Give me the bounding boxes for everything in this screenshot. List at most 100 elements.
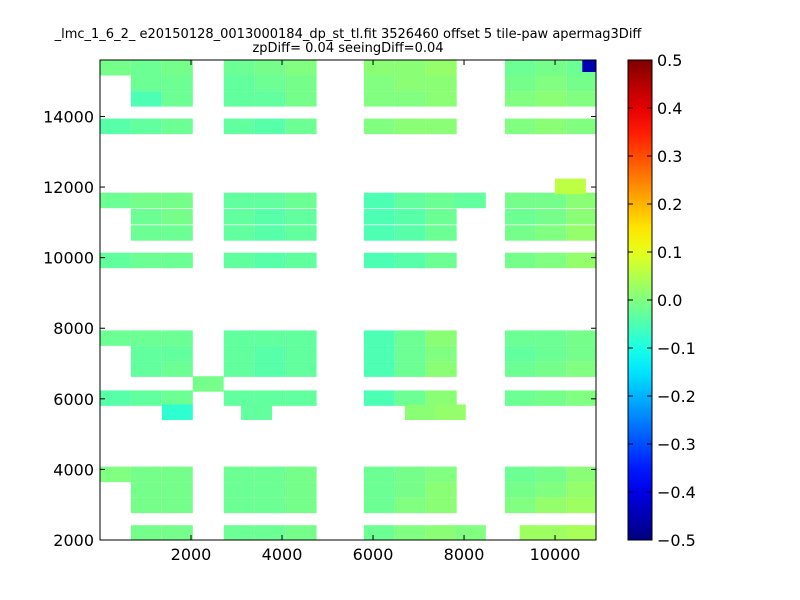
heatmap-cell <box>161 118 193 135</box>
heatmap-cell <box>566 482 596 498</box>
y-tick-label: 6000 <box>53 390 94 409</box>
heatmap-cell <box>566 390 596 406</box>
heatmap-cell <box>130 192 162 209</box>
heatmap-cell <box>254 497 286 514</box>
heatmap-cell <box>161 525 193 540</box>
heatmap-cell <box>100 466 131 483</box>
y-tick-label: 4000 <box>53 460 94 479</box>
heatmap-cell <box>241 404 272 420</box>
heatmap-cell <box>425 252 457 269</box>
heatmap-cell <box>505 252 536 269</box>
heatmap-cell <box>394 225 426 241</box>
heatmap-cell <box>223 361 255 377</box>
heatmap-cell <box>223 252 255 269</box>
colorbar-tick-label: −0.5 <box>657 531 696 550</box>
heatmap-cell <box>363 118 395 135</box>
heatmap-cell <box>363 466 395 483</box>
heatmap-cell <box>192 376 224 392</box>
heatmap-cell <box>434 404 466 420</box>
heatmap-cell <box>394 252 426 269</box>
heatmap-cell <box>254 330 286 346</box>
x-tick-label: 10000 <box>530 545 581 564</box>
heatmap-cell <box>394 466 426 483</box>
heatmap-cell <box>161 345 193 362</box>
heatmap-cell <box>285 361 317 377</box>
heatmap-cell <box>394 390 426 406</box>
heatmap-cell <box>535 118 567 135</box>
heatmap-cell <box>161 361 193 377</box>
heatmap-cell <box>394 118 426 135</box>
heatmap-cell <box>425 118 457 135</box>
heatmap-cell <box>566 208 596 225</box>
heatmap-cell <box>285 252 317 269</box>
heatmap-cell <box>285 497 317 514</box>
heatmap-cell <box>223 225 255 241</box>
heatmap-cell <box>505 482 536 498</box>
heatmap-cell <box>425 390 457 406</box>
heatmap-cell <box>254 525 286 540</box>
heatmap-cell <box>535 390 567 406</box>
heatmap-cell <box>505 390 536 406</box>
colorbar-ticks: 0.5 0.4 0.3 0.2 0.1 0.0 −0.1 −0.2 −0.3 −0.4 −0.5 <box>628 51 696 550</box>
heatmap-cell <box>566 252 596 269</box>
heatmap-cell <box>394 497 426 514</box>
heatmap-cell <box>223 497 255 514</box>
heatmap-cell <box>285 390 317 406</box>
heatmap-cell <box>505 208 536 225</box>
heatmap-cell <box>566 525 596 540</box>
heatmap-cell <box>285 525 317 540</box>
heatmap-cell <box>425 60 457 76</box>
heatmap-cell <box>363 225 395 241</box>
heatmap-cell <box>505 345 536 362</box>
heatmap-cell <box>223 118 255 135</box>
heatmap-cell <box>223 192 255 209</box>
heatmap-cell <box>363 330 395 346</box>
heatmap-cell <box>535 75 567 91</box>
heatmap-cell <box>363 60 395 76</box>
heatmap-cell <box>130 466 162 483</box>
heatmap-cell <box>535 208 567 225</box>
heatmap-cell <box>161 75 193 91</box>
heatmap-cell <box>130 91 162 107</box>
heatmap-cell <box>454 525 486 540</box>
heatmap-cell <box>535 252 567 269</box>
heatmap-cell <box>285 91 317 107</box>
heatmap-cell <box>535 60 567 76</box>
heatmap-cell <box>425 192 457 209</box>
heatmap-cell <box>130 330 162 346</box>
heatmap-cell <box>100 330 131 346</box>
heatmap-cell <box>223 330 255 346</box>
colorbar-tick-label: −0.1 <box>657 339 696 358</box>
x-tick-label: 6000 <box>353 545 394 564</box>
heatmap-cell <box>425 497 457 514</box>
heatmap-cell <box>254 118 286 135</box>
heatmap-cell <box>285 192 317 209</box>
colorbar-tick-label: 0.2 <box>657 195 682 214</box>
heatmap-cell <box>582 60 596 72</box>
heatmap-cell <box>161 91 193 107</box>
heatmap-cell <box>254 225 286 241</box>
heatmap-cell <box>254 361 286 377</box>
heatmap-cell <box>394 75 426 91</box>
heatmap-cell <box>130 361 162 377</box>
heatmap-cell <box>254 482 286 498</box>
heatmap-cell <box>223 525 255 540</box>
heatmap-cell <box>566 91 596 107</box>
heatmap-cell <box>363 361 395 377</box>
heatmap-cell <box>425 225 457 241</box>
heatmap-cell <box>519 525 551 540</box>
colorbar-tick-label: −0.2 <box>657 387 696 406</box>
heatmap-cell <box>161 225 193 241</box>
heatmap-cell <box>505 192 536 209</box>
heatmap-cell <box>161 466 193 483</box>
heatmap-cell <box>285 208 317 225</box>
heatmap-cell <box>566 466 596 483</box>
heatmap-cell <box>130 118 162 135</box>
y-tick-label: 10000 <box>43 249 94 268</box>
chart-title-line-2: zpDiff= 0.04 seeingDiff=0.04 <box>252 41 443 56</box>
heatmap-cell <box>285 482 317 498</box>
heatmap-cell <box>254 252 286 269</box>
heatmap-cells <box>100 60 596 540</box>
x-tick-label: 2000 <box>171 545 212 564</box>
